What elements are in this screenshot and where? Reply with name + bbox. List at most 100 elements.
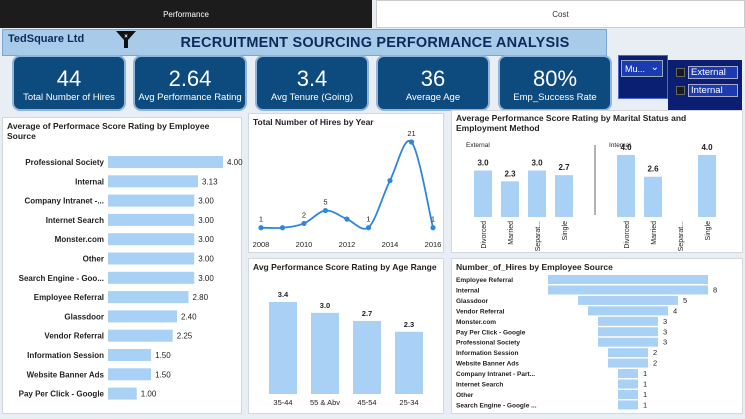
category-label: Internet Search	[46, 216, 104, 225]
category-label: Glassdoor	[456, 298, 489, 305]
data-point	[322, 207, 329, 214]
category-label: Monster.com	[55, 235, 104, 244]
bar	[269, 302, 297, 394]
bar	[108, 233, 195, 246]
data-point	[344, 216, 350, 222]
category-label: Vendor Referral	[44, 332, 104, 341]
bar	[108, 349, 152, 361]
bar	[528, 170, 546, 217]
bar	[108, 329, 173, 342]
bar	[108, 252, 195, 265]
x-tick-label: Divorced	[624, 221, 631, 249]
category-label: Internet Search	[456, 382, 503, 389]
bar	[108, 175, 198, 188]
kpi-card-avg-performance: 2.64 Avg Performance Rating	[133, 55, 247, 111]
line-chart: 1 2 5 1 21 1 2008 2010 2012 2014 2016	[253, 129, 442, 249]
category-label: Employee Referral	[456, 277, 513, 284]
chart-title: Total Number of Hires by Year	[253, 117, 374, 127]
funnel-bar	[548, 285, 708, 295]
data-label: 2.6	[647, 165, 659, 174]
x-tick-label: 2010	[296, 240, 313, 249]
funnel-bar	[588, 306, 668, 316]
marital-status-dropdown[interactable]: Mu... ⌄	[621, 60, 663, 77]
kpi-card-total-hires: 44 Total Number of Hires	[12, 55, 126, 111]
funnel-bar	[618, 389, 638, 399]
data-label: 2.80	[193, 293, 209, 302]
kpi-value: 44	[56, 66, 82, 91]
data-point	[365, 225, 372, 231]
kpi-value: 80%	[532, 66, 578, 91]
funnel-bar	[608, 358, 648, 368]
checkbox-internal[interactable]	[676, 86, 685, 95]
x-tick-label: Single	[705, 221, 712, 241]
bar	[555, 175, 573, 217]
data-label: 4.0	[701, 143, 713, 152]
bar	[698, 155, 716, 217]
data-label: 4	[673, 306, 677, 315]
kpi-label: Total Number of Hires	[23, 92, 115, 103]
category-label: Search Engine - Google ...	[456, 402, 537, 409]
bar	[353, 320, 381, 394]
tab-cost-label: Cost	[552, 9, 569, 19]
page-title: RECRUITMENT SOURCING PERFORMANCE ANALYSI…	[180, 35, 570, 51]
bar	[108, 271, 195, 284]
category-label: Internal	[456, 287, 480, 294]
data-label: 3.0	[320, 301, 330, 310]
tab-performance[interactable]: Performance	[0, 0, 372, 28]
x-tick-label: 25-34	[399, 398, 418, 407]
category-label: Website Banner Ads	[456, 361, 519, 368]
funnel-bar	[598, 337, 658, 347]
kpi-card-success-rate: 80% Emp_Success Rate	[498, 55, 612, 111]
bar	[474, 170, 492, 217]
bar	[108, 368, 152, 381]
data-label: 1.00	[141, 390, 157, 399]
chart-hires-by-year-panel: Total Number of Hires by Year 1 2 5 1 21 1 200…	[248, 113, 444, 253]
data-point	[430, 225, 436, 231]
series-line	[260, 139, 434, 230]
bar	[108, 291, 189, 304]
data-label: 2.7	[558, 163, 570, 172]
kpi-card-average-age: 36 Average Age	[376, 55, 490, 111]
data-label: 3.13	[202, 177, 218, 186]
bar	[108, 156, 223, 168]
chart-hires-by-source-panel: Number_of_Hires by Employee Source Emplo…	[451, 258, 743, 414]
data-label: 2.3	[404, 320, 414, 329]
chart-perf-by-source-panel: Average of Performace Score Rating by Em…	[2, 117, 243, 414]
bar	[395, 331, 423, 394]
data-point	[408, 139, 415, 145]
bar	[108, 387, 137, 400]
kpi-label: Avg Performance Rating	[138, 92, 242, 103]
employment-method-slicer: External Internal	[668, 60, 742, 110]
category-label: Glassdoor	[64, 312, 104, 321]
data-label: 3.00	[198, 274, 214, 283]
kpi-label: Emp_Success Rate	[513, 92, 597, 103]
x-tick-label: 35-44	[273, 398, 292, 407]
data-label: 3.00	[198, 235, 214, 244]
bar	[644, 176, 662, 217]
option-external[interactable]: External	[688, 66, 738, 79]
panel-label: External	[466, 142, 490, 149]
bar	[617, 155, 635, 217]
category-label: Company Intranet - Part...	[456, 371, 535, 378]
data-label: 8	[713, 285, 717, 294]
option-internal[interactable]: Internal	[688, 84, 738, 97]
data-label: 3.0	[531, 159, 543, 168]
funnel-bar	[548, 275, 708, 284]
tab-performance-label: Performance	[163, 9, 209, 19]
funnel-bar	[598, 316, 658, 326]
kpi-value: 36	[420, 66, 446, 91]
funnel-bar	[608, 348, 648, 358]
chart-title: Average Performance Score Rating by Mari…	[456, 113, 687, 133]
category-label: Company Intranet -...	[24, 197, 104, 206]
x-tick-label: 2012	[339, 240, 356, 249]
category-label: Information Session	[456, 350, 519, 357]
data-label: 4.0	[620, 143, 632, 152]
funnel-bar	[618, 369, 638, 379]
data-label: 3.00	[198, 216, 214, 225]
tab-cost[interactable]: Cost	[376, 0, 745, 28]
kpi-value: 2.64	[168, 66, 212, 91]
hbar-chart: Professional Society 4.00 Internal 3.13 Comp…	[19, 156, 243, 400]
data-label: 1	[259, 215, 263, 224]
x-tick-label: 55 & Abv	[310, 398, 340, 407]
checkbox-external[interactable]	[676, 68, 685, 77]
